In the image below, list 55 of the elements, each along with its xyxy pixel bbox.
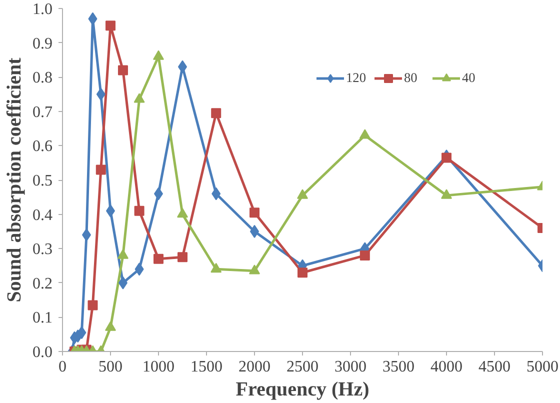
- y-axis-title: Sound absorption coefficient: [4, 57, 26, 302]
- y-tick-label: 0.8: [32, 70, 52, 87]
- legend-label: 40: [462, 70, 476, 86]
- x-tick-label: 4500: [478, 358, 510, 376]
- x-tick-label: 5000: [526, 358, 558, 376]
- y-tick-label: 0.7: [32, 104, 52, 121]
- point: [88, 12, 98, 26]
- point: [77, 326, 86, 340]
- point: [134, 206, 144, 216]
- legend-label: 80: [404, 70, 418, 86]
- y-tick-label: 0.6: [32, 138, 52, 156]
- point: [212, 187, 221, 200]
- x-tick-label: 3500: [382, 358, 414, 376]
- point: [442, 152, 452, 163]
- x-axis-title: Frequency (Hz): [236, 378, 370, 400]
- y-tick-label: 1.0: [32, 1, 52, 18]
- y-tick-label: 0.3: [32, 241, 52, 258]
- point: [96, 164, 106, 175]
- legend-label: 120: [346, 70, 366, 86]
- x-tick-label: 1500: [190, 358, 222, 376]
- point: [178, 252, 188, 262]
- point: [211, 108, 222, 118]
- x-tick-label: 0: [58, 358, 66, 376]
- point: [117, 249, 128, 259]
- point: [154, 254, 164, 264]
- y-tick-label: 0.1: [32, 310, 52, 327]
- point: [177, 208, 188, 218]
- point: [88, 300, 98, 310]
- x-tick-label: 2500: [286, 358, 318, 376]
- point: [249, 264, 260, 274]
- y-tick-label: 0.9: [32, 35, 52, 52]
- y-tick-label: 0.5: [32, 172, 52, 190]
- point: [360, 250, 370, 260]
- x-tick-label: 3000: [334, 358, 366, 376]
- point: [118, 276, 128, 290]
- point: [441, 189, 452, 199]
- point: [298, 268, 308, 278]
- y-tick-label: 0.4: [32, 206, 52, 224]
- point: [359, 129, 370, 139]
- point: [210, 262, 222, 273]
- point: [250, 208, 260, 218]
- point: [134, 262, 144, 276]
- point: [96, 88, 106, 101]
- point: [106, 20, 116, 31]
- point: [297, 189, 308, 199]
- point: [153, 50, 164, 60]
- y-tick-label: 0.2: [32, 275, 52, 292]
- point: [134, 93, 145, 103]
- x-tick-label: 2000: [238, 358, 270, 376]
- point: [118, 65, 128, 76]
- x-tick-label: 1000: [142, 358, 174, 376]
- point: [105, 321, 116, 331]
- x-tick-label: 500: [98, 358, 122, 376]
- y-tick-label: 0.0: [32, 344, 52, 361]
- x-tick-label: 4000: [430, 358, 462, 376]
